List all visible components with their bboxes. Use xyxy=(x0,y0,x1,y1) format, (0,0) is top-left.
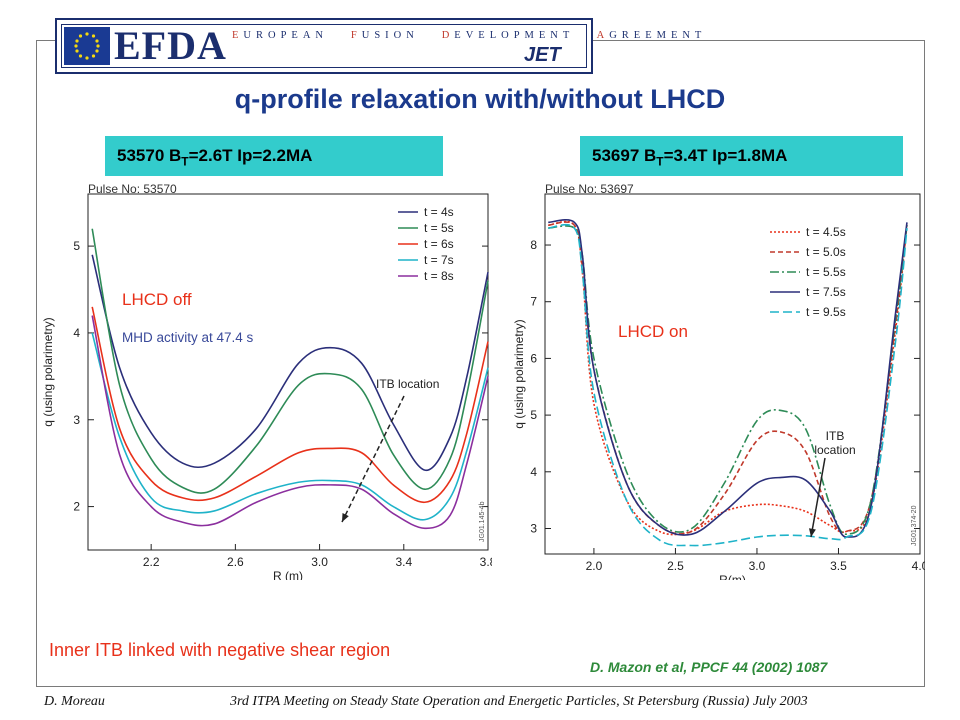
word-development: DEVELOPMENT xyxy=(441,30,575,41)
annotation-lhcd-off: LHCD off xyxy=(122,290,192,309)
citation: D. Mazon et al, PPCF 44 (2002) 1087 xyxy=(590,659,828,675)
word-agreement: AGREEMENT xyxy=(596,30,707,41)
shot-label-right-rest: =3.4T Ip=1.8MA xyxy=(663,146,788,165)
legend-label-1: t = 5s xyxy=(424,221,454,235)
banner-inner-border xyxy=(61,24,587,68)
annotation-lhcd-on: LHCD on xyxy=(618,322,688,341)
chart-right: Pulse No: 53697 3 4 5 6 7 8 2.0 2.5 3.0 3.5 4.0 R(m)… xyxy=(512,182,925,580)
legend-label-0: t = 4s xyxy=(424,205,454,219)
x-tick-label: 2.0 xyxy=(586,559,603,573)
watermark: JG01.374-20 xyxy=(911,505,918,546)
legend-label-4: t = 8s xyxy=(424,269,454,283)
x-tick-label: 2.2 xyxy=(143,555,160,569)
efda-logo: EFDA xyxy=(114,23,227,68)
shot-label-left-sub: T xyxy=(181,154,189,169)
y-tick-label: 5 xyxy=(530,408,537,422)
series-line-4 xyxy=(91,315,489,530)
y-tick-label: 2 xyxy=(73,500,80,514)
x-tick-label: 3.0 xyxy=(749,559,766,573)
y-tick-label: 4 xyxy=(73,326,80,340)
shot-label-left: 53570 BT=2.6T Ip=2.2MA xyxy=(105,136,443,176)
itb-annotation: ITB location xyxy=(376,377,439,391)
author: D. Moreau xyxy=(44,694,105,709)
x-tick-label: 3.4 xyxy=(395,555,412,569)
x-axis-label: R(m) xyxy=(719,573,746,580)
itb-annotation-line-0: ITB xyxy=(826,429,845,443)
x-tick-label: 3.0 xyxy=(311,555,328,569)
itb-annotation-line-1: location xyxy=(814,443,855,457)
chart-left: Pulse No: 53570 2 3 4 5 2.2 2.6 3.0 3.4 3.8 R (m) q… xyxy=(41,182,492,580)
shot-label-right: 53697 BT=3.4T Ip=1.8MA xyxy=(580,136,903,176)
legend-label-3: t = 7.5s xyxy=(806,285,846,299)
y-tick-label: 8 xyxy=(530,238,537,252)
y-tick-label: 6 xyxy=(530,351,537,365)
legend-label-0: t = 4.5s xyxy=(806,225,846,239)
word-european: EUROPEAN xyxy=(232,30,329,41)
series-line-3 xyxy=(91,332,489,521)
plot-frame xyxy=(544,193,921,555)
legend-label-2: t = 5.5s xyxy=(806,265,846,279)
y-tick-label: 3 xyxy=(530,521,537,535)
meeting-info: 3rd ITPA Meeting on Steady State Operati… xyxy=(230,694,808,709)
y-tick-label: 7 xyxy=(530,295,537,309)
x-tick-label: 2.6 xyxy=(227,555,244,569)
legend-label-4: t = 9.5s xyxy=(806,305,846,319)
pulse-header: Pulse No: 53697 xyxy=(545,182,634,196)
annotation-mhd: MHD activity at 47.4 s xyxy=(122,330,254,345)
x-tick-label: 2.5 xyxy=(667,559,684,573)
agreement-text: EUROPEAN FUSION DEVELOPMENT AGREEMENT xyxy=(232,30,706,41)
shot-label-left-rest: =2.6T Ip=2.2MA xyxy=(188,146,313,165)
legend-label-1: t = 5.0s xyxy=(806,245,846,259)
series-line-2 xyxy=(91,306,489,504)
jet-logo: JET xyxy=(524,44,561,66)
series-line-1 xyxy=(91,228,489,494)
word-fusion: FUSION xyxy=(350,30,419,41)
series-line-4 xyxy=(548,223,908,547)
series-line-0 xyxy=(91,254,489,471)
y-axis-label: q (using polarimetry) xyxy=(512,319,526,428)
watermark: JG01.145-4b xyxy=(479,501,486,542)
y-tick-label: 5 xyxy=(73,239,80,253)
eu-flag-icon xyxy=(64,27,110,65)
shot-label-right-num: 53697 B xyxy=(592,146,657,165)
shot-label-right-sub: T xyxy=(656,154,664,169)
y-axis-label: q (using polarimetry) xyxy=(41,317,55,426)
x-tick-label: 3.8 xyxy=(480,555,492,569)
x-axis-label: R (m) xyxy=(273,569,303,580)
y-tick-label: 4 xyxy=(530,465,537,479)
efda-banner xyxy=(55,18,593,74)
slide-title: q-profile relaxation with/without LHCD xyxy=(234,84,726,114)
itb-arrow-head xyxy=(808,528,816,537)
y-tick-label: 3 xyxy=(73,413,80,427)
itb-arrow-head xyxy=(342,513,349,522)
x-tick-label: 3.5 xyxy=(830,559,847,573)
pulse-header: Pulse No: 53570 xyxy=(88,182,177,196)
series-line-3 xyxy=(548,219,908,538)
legend-label-2: t = 6s xyxy=(424,237,454,251)
shot-label-left-num: 53570 B xyxy=(117,146,182,165)
itb-arrow-line xyxy=(810,457,826,538)
legend-label-3: t = 7s xyxy=(424,253,454,267)
x-tick-label: 4.0 xyxy=(912,559,925,573)
footer-note: Inner ITB linked with negative shear reg… xyxy=(49,640,391,660)
